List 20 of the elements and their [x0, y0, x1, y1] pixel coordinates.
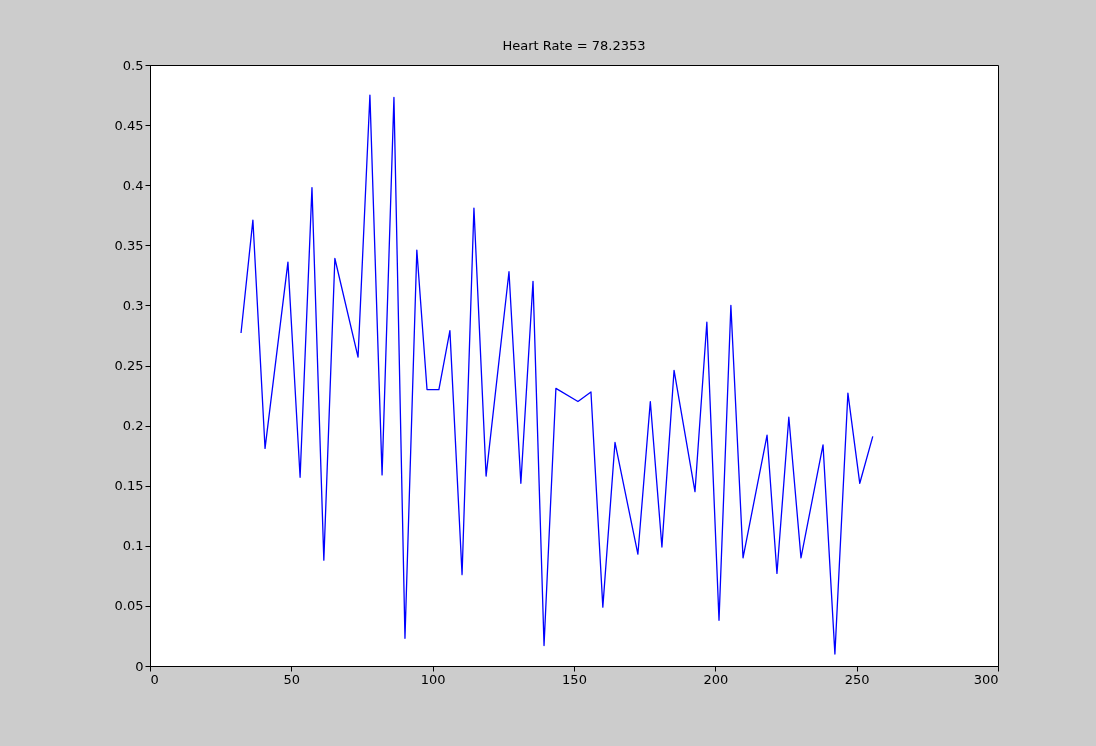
y-tick-label: 0.15: [114, 478, 144, 494]
x-tick-label: 50: [283, 671, 301, 687]
x-tick-label: 150: [562, 671, 587, 687]
y-tick-label: 0.4: [122, 177, 144, 193]
y-tick-label: 0.3: [122, 297, 144, 313]
x-tick-label: 250: [844, 671, 870, 687]
y-tick-label: 0: [135, 658, 144, 674]
y-tick-label: 0.35: [114, 237, 144, 253]
y-tick-label: 0.25: [114, 358, 144, 373]
y-tick-label: 0.05: [114, 598, 144, 614]
y-tick-label: 0.5: [122, 57, 144, 73]
x-tick-label: 100: [420, 671, 446, 687]
y-tick-label: 0.1: [122, 538, 144, 554]
y-tick-label: 0.2: [122, 418, 144, 434]
x-tick-label: 300: [973, 671, 999, 687]
line-series: [240, 94, 874, 655]
y-tick-label: 0.45: [114, 117, 144, 133]
x-tick-label: 200: [703, 671, 729, 687]
x-tick-label: 0: [150, 671, 159, 687]
chart-title: Heart Rate = 78.2353: [502, 38, 646, 53]
